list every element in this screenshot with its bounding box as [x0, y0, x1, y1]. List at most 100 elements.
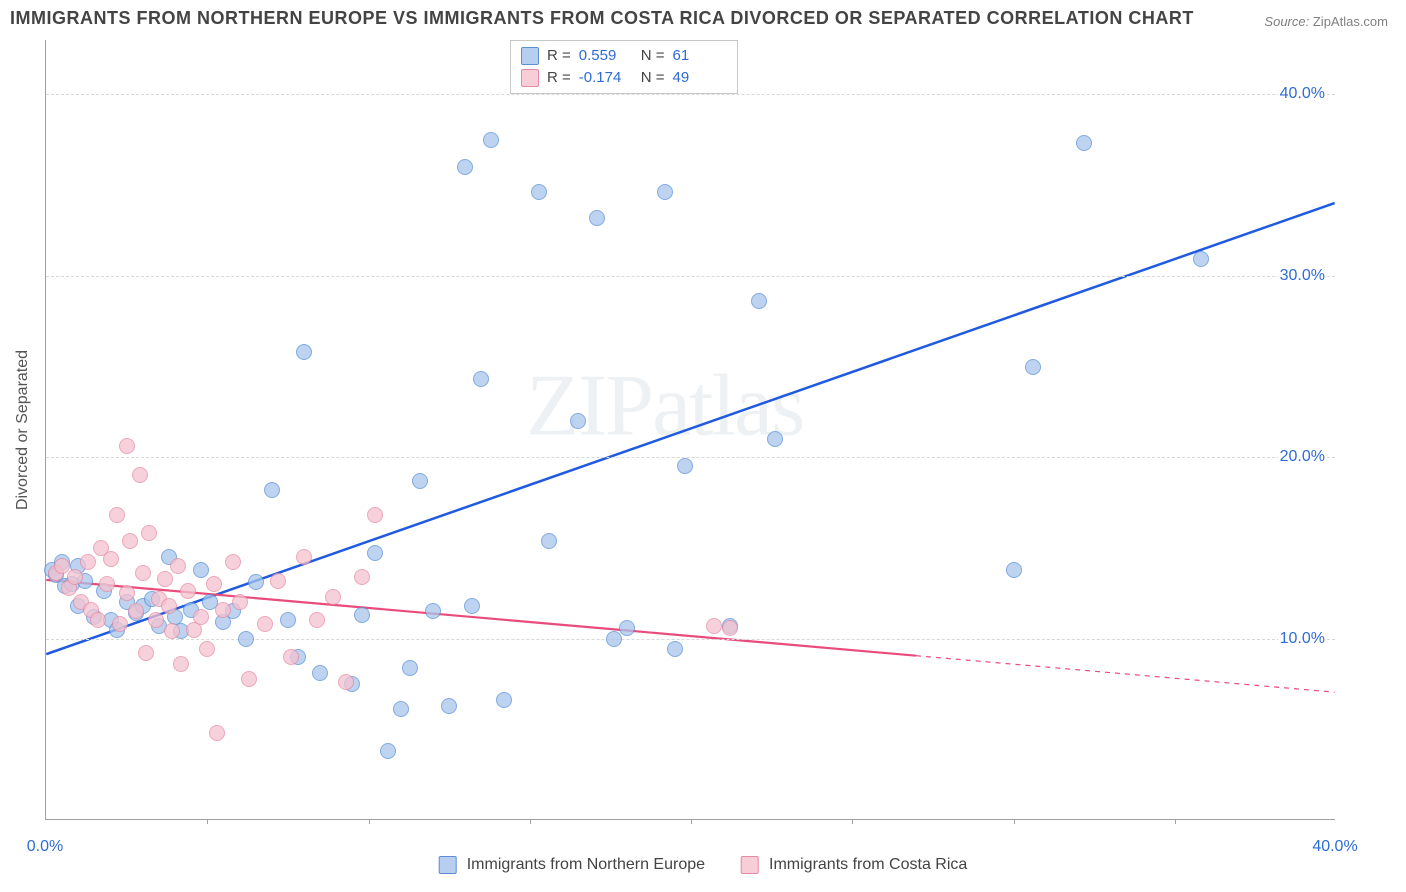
- legend-stat-row: R =-0.174N =49: [521, 67, 727, 89]
- data-point: [148, 612, 164, 628]
- data-point: [80, 554, 96, 570]
- gridline: [46, 276, 1335, 277]
- data-point: [164, 623, 180, 639]
- data-point: [1076, 135, 1092, 151]
- data-point: [132, 467, 148, 483]
- data-point: [1006, 562, 1022, 578]
- data-point: [199, 641, 215, 657]
- data-point: [122, 533, 138, 549]
- legend-swatch: [521, 69, 539, 87]
- data-point: [1193, 251, 1209, 267]
- data-point: [225, 554, 241, 570]
- r-value: -0.174: [579, 67, 633, 89]
- data-point: [464, 598, 480, 614]
- data-point: [312, 665, 328, 681]
- data-point: [402, 660, 418, 676]
- data-point: [483, 132, 499, 148]
- x-tick-label-left: 0.0%: [27, 838, 63, 856]
- data-point: [706, 618, 722, 634]
- x-tick: [1175, 819, 1176, 824]
- data-point: [667, 641, 683, 657]
- data-point: [180, 583, 196, 599]
- x-tick: [1014, 819, 1015, 824]
- data-point: [215, 602, 231, 618]
- data-point: [264, 482, 280, 498]
- x-tick: [691, 819, 692, 824]
- data-point: [412, 473, 428, 489]
- data-point: [496, 692, 512, 708]
- data-point: [119, 585, 135, 601]
- plot-area: ZIPatlas R = 0.559 N = 61R = -0.174 N = 49 10.…: [45, 40, 1335, 820]
- data-point: [135, 565, 151, 581]
- legend-series: Immigrants from Northern Europe Immigrant…: [439, 856, 968, 874]
- data-point: [170, 558, 186, 574]
- data-point: [241, 671, 257, 687]
- data-point: [589, 210, 605, 226]
- gridline: [46, 457, 1335, 458]
- r-label: R =: [547, 45, 571, 67]
- regression-lines: [46, 40, 1335, 819]
- data-point: [657, 184, 673, 200]
- data-point: [238, 631, 254, 647]
- data-point: [354, 569, 370, 585]
- data-point: [99, 576, 115, 592]
- n-value: 61: [673, 45, 727, 67]
- data-point: [138, 645, 154, 661]
- data-point: [257, 616, 273, 632]
- n-value: 49: [673, 67, 727, 89]
- y-tick-label: 30.0%: [1278, 267, 1327, 285]
- data-point: [767, 431, 783, 447]
- data-point: [109, 507, 125, 523]
- source-label: Source:: [1264, 14, 1309, 29]
- legend-series-item: Immigrants from Northern Europe: [439, 856, 705, 874]
- data-point: [380, 743, 396, 759]
- data-point: [1025, 359, 1041, 375]
- chart-title: IMMIGRANTS FROM NORTHERN EUROPE VS IMMIG…: [10, 8, 1194, 29]
- data-point: [473, 371, 489, 387]
- data-point: [173, 656, 189, 672]
- data-point: [193, 562, 209, 578]
- data-point: [531, 184, 547, 200]
- watermark: ZIPatlas: [526, 356, 803, 457]
- data-point: [570, 413, 586, 429]
- legend-stat-row: R = 0.559 N = 61: [521, 45, 727, 67]
- data-point: [441, 698, 457, 714]
- x-tick: [369, 819, 370, 824]
- x-tick: [852, 819, 853, 824]
- data-point: [280, 612, 296, 628]
- data-point: [393, 701, 409, 717]
- data-point: [751, 293, 767, 309]
- data-point: [367, 507, 383, 523]
- y-tick-label: 10.0%: [1278, 630, 1327, 648]
- data-point: [232, 594, 248, 610]
- data-point: [67, 569, 83, 585]
- n-label: N =: [641, 67, 665, 89]
- data-point: [103, 551, 119, 567]
- data-point: [677, 458, 693, 474]
- data-point: [296, 549, 312, 565]
- source-attribution: Source: ZipAtlas.com: [1264, 14, 1388, 29]
- data-point: [193, 609, 209, 625]
- regression-line: [46, 203, 1334, 654]
- n-label: N =: [641, 45, 665, 67]
- data-point: [206, 576, 222, 592]
- data-point: [619, 620, 635, 636]
- data-point: [354, 607, 370, 623]
- data-point: [457, 159, 473, 175]
- data-point: [157, 571, 173, 587]
- data-point: [283, 649, 299, 665]
- y-tick-label: 40.0%: [1278, 85, 1327, 103]
- data-point: [425, 603, 441, 619]
- legend-swatch: [741, 856, 759, 874]
- x-tick-label-right: 40.0%: [1312, 838, 1357, 856]
- data-point: [141, 525, 157, 541]
- data-point: [248, 574, 264, 590]
- legend-swatch: [521, 47, 539, 65]
- r-value: 0.559: [579, 45, 633, 67]
- data-point: [128, 603, 144, 619]
- data-point: [161, 598, 177, 614]
- data-point: [309, 612, 325, 628]
- legend-series-item: Immigrants from Costa Rica: [741, 856, 967, 874]
- regression-line-dashed: [916, 656, 1335, 693]
- data-point: [722, 620, 738, 636]
